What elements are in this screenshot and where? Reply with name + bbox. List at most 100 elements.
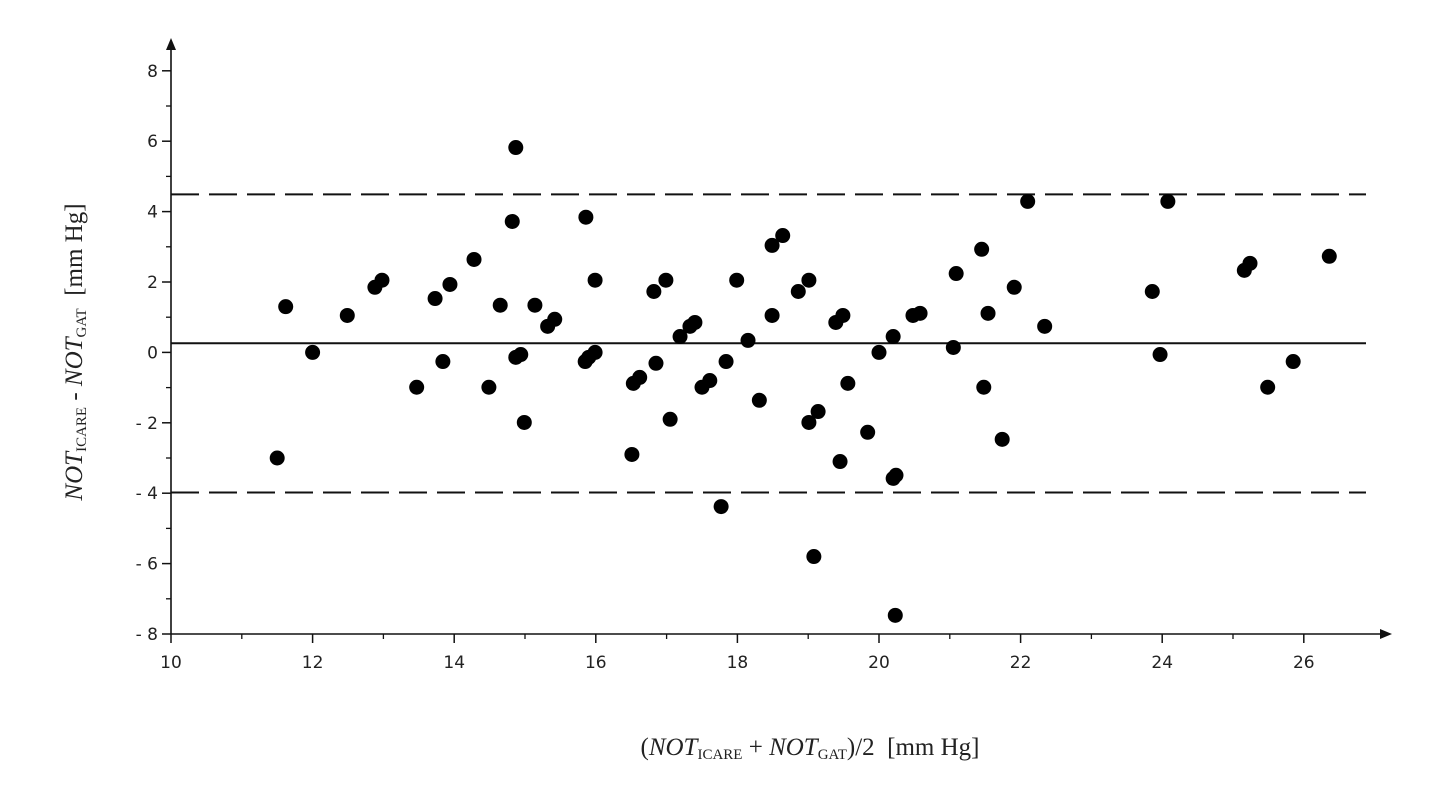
data-point bbox=[1242, 255, 1258, 271]
data-point bbox=[587, 272, 603, 288]
x-axis-label: (NOTICARE + NOTGAT)/2 [mm Hg] bbox=[640, 734, 979, 763]
data-point bbox=[547, 311, 563, 327]
data-point bbox=[806, 549, 822, 565]
data-point bbox=[504, 213, 520, 229]
data-point bbox=[948, 266, 964, 282]
y-label-part: GAT bbox=[74, 308, 90, 337]
x-label-part: ( bbox=[640, 734, 648, 761]
y-tick-label: - 6 bbox=[136, 555, 158, 575]
y-axis-arrow bbox=[166, 38, 176, 50]
data-point bbox=[374, 272, 390, 288]
x-tick-label: 22 bbox=[1010, 653, 1032, 673]
y-tick-label: 6 bbox=[147, 132, 158, 152]
data-point bbox=[840, 375, 856, 391]
x-tick-label: 12 bbox=[302, 653, 324, 673]
data-point bbox=[481, 379, 497, 395]
data-point bbox=[492, 297, 508, 313]
data-point bbox=[790, 284, 806, 300]
data-point bbox=[832, 454, 848, 470]
data-point bbox=[1260, 379, 1276, 395]
data-point bbox=[658, 272, 674, 288]
y-label-part: [mm Hg] bbox=[61, 203, 88, 308]
y-axis-label: NOTICARE - NOTGAT [mm Hg] bbox=[61, 203, 90, 501]
data-point bbox=[435, 354, 451, 370]
data-point bbox=[648, 355, 664, 371]
data-point bbox=[1152, 347, 1168, 363]
data-point bbox=[662, 411, 678, 427]
data-point bbox=[976, 379, 992, 395]
x-tick-label: 24 bbox=[1151, 653, 1173, 673]
data-point bbox=[810, 404, 826, 420]
data-point bbox=[587, 344, 603, 360]
data-point bbox=[305, 344, 321, 360]
x-tick-label: 10 bbox=[160, 653, 182, 673]
data-point bbox=[885, 329, 901, 345]
data-point bbox=[427, 291, 443, 307]
x-tick-label: 20 bbox=[868, 653, 890, 673]
data-point bbox=[740, 332, 756, 348]
data-point bbox=[578, 209, 594, 225]
y-tick-label: 0 bbox=[147, 343, 158, 363]
data-point bbox=[687, 314, 703, 330]
data-point bbox=[801, 414, 817, 430]
x-label-part: NOT bbox=[768, 734, 820, 761]
data-point bbox=[339, 307, 355, 323]
data-point bbox=[1144, 284, 1160, 300]
y-tick-label: 2 bbox=[147, 273, 158, 293]
x-tick-label: 18 bbox=[727, 653, 749, 673]
data-point bbox=[1037, 318, 1053, 334]
x-label-part: ICARE bbox=[697, 747, 742, 763]
data-point bbox=[764, 237, 780, 253]
data-point bbox=[835, 307, 851, 323]
data-point bbox=[871, 344, 887, 360]
data-point bbox=[513, 347, 529, 363]
y-tick-label: 8 bbox=[147, 62, 158, 82]
data-point bbox=[409, 379, 425, 395]
y-tick-label: 4 bbox=[147, 203, 158, 223]
y-label-part: ICARE bbox=[74, 407, 90, 452]
x-tick-label: 14 bbox=[443, 653, 465, 673]
x-axis-arrow bbox=[1380, 629, 1392, 639]
y-tick-label: - 8 bbox=[136, 625, 158, 645]
data-point bbox=[994, 431, 1010, 447]
data-point bbox=[442, 276, 458, 292]
data-point bbox=[718, 354, 734, 370]
data-point bbox=[1321, 248, 1337, 264]
x-label-part: GAT bbox=[818, 747, 847, 763]
data-point bbox=[1020, 193, 1036, 209]
data-point bbox=[1285, 354, 1301, 370]
data-point bbox=[888, 467, 904, 483]
data-point bbox=[751, 392, 767, 408]
data-point bbox=[974, 241, 990, 257]
data-point bbox=[729, 272, 745, 288]
data-point bbox=[508, 140, 524, 156]
data-point bbox=[713, 499, 729, 515]
data-point bbox=[887, 607, 903, 623]
data-point bbox=[672, 329, 688, 345]
data-point bbox=[702, 373, 718, 389]
x-label-part: )/2 [mm Hg] bbox=[847, 734, 980, 761]
data-point bbox=[912, 305, 928, 321]
data-point bbox=[860, 424, 876, 440]
data-point bbox=[1160, 193, 1176, 209]
data-point bbox=[980, 305, 996, 321]
data-point bbox=[466, 251, 482, 267]
data-point bbox=[269, 450, 285, 466]
data-point bbox=[516, 414, 532, 430]
data-point bbox=[527, 297, 543, 313]
y-label-part: NOT bbox=[61, 335, 88, 387]
x-tick-label: 26 bbox=[1293, 653, 1315, 673]
y-label-part: - bbox=[61, 386, 88, 407]
data-point bbox=[775, 228, 791, 244]
y-label-part: NOT bbox=[61, 450, 88, 502]
x-label-part: NOT bbox=[648, 734, 700, 761]
data-point bbox=[945, 339, 961, 355]
y-tick-label: - 4 bbox=[136, 484, 158, 504]
x-tick-label: 16 bbox=[585, 653, 607, 673]
data-point bbox=[624, 446, 640, 462]
x-label-part: + bbox=[742, 734, 769, 761]
data-point bbox=[764, 307, 780, 323]
data-point bbox=[632, 369, 648, 385]
